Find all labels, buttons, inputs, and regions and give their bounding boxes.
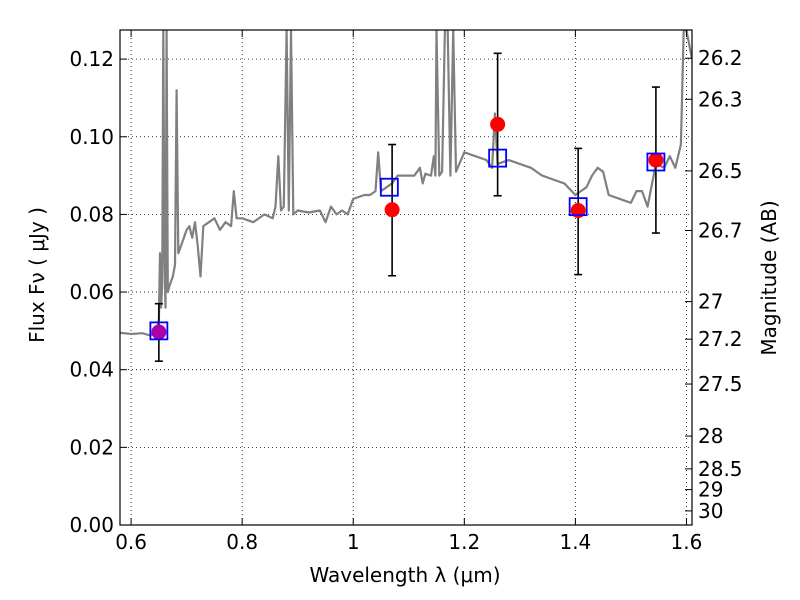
magnitude-tick-label: 26.5 xyxy=(698,159,743,183)
y-tick-label: 0.12 xyxy=(69,47,114,71)
plot-frame xyxy=(119,29,693,526)
y-tick-label: 0.04 xyxy=(69,358,114,382)
model-photometry-square xyxy=(488,148,508,168)
spectrum-layer xyxy=(120,30,692,337)
magnitude-tick-label: 30 xyxy=(698,499,723,523)
photometry-point xyxy=(384,202,400,218)
model-photometry-square xyxy=(568,197,588,217)
photometry-point xyxy=(648,152,664,168)
y-tick-label: 0.00 xyxy=(69,513,114,537)
tick-layer: 0.6 0.8 1 1.2 1.4 1.6 0.00 0.02 0.04 0.06 0.08 0.10… xyxy=(69,30,743,554)
magnitude-tick-label: 28.5 xyxy=(698,457,743,481)
point-layer xyxy=(149,116,666,341)
x-tick-label: 1.6 xyxy=(671,530,703,554)
magnitude-tick-label: 28 xyxy=(698,424,723,448)
photometry-point xyxy=(151,324,167,340)
y-tick-label: 0.10 xyxy=(69,125,114,149)
x-axis-title: Wavelength λ (μm) xyxy=(309,563,500,587)
grid-lines xyxy=(120,30,692,526)
spectrum-line xyxy=(120,30,692,337)
magnitude-tick-label: 27.5 xyxy=(698,372,743,396)
x-tick-label: 0.8 xyxy=(226,530,258,554)
x-tick-label: 0.6 xyxy=(115,530,147,554)
magnitude-tick-label: 27.2 xyxy=(698,327,743,351)
model-photometry-square xyxy=(149,321,169,341)
y-tick-label: 0.06 xyxy=(69,280,114,304)
x-tick-label: 1 xyxy=(347,530,360,554)
y-axis-title: Flux Fν ( μJy ) xyxy=(25,207,49,343)
magnitude-tick-label: 26.2 xyxy=(698,46,743,70)
magnitude-tick-label: 29 xyxy=(698,478,723,502)
model-photometry-square xyxy=(379,177,399,197)
magnitude-tick-label: 26.7 xyxy=(698,218,743,242)
y-tick-label: 0.08 xyxy=(69,202,114,226)
photometry-point xyxy=(490,116,506,132)
model-photometry-square xyxy=(646,152,666,172)
x-tick-label: 1.2 xyxy=(448,530,480,554)
x-tick-label: 1.4 xyxy=(559,530,591,554)
magnitude-tick-label: 27 xyxy=(698,290,723,314)
y-tick-label: 0.02 xyxy=(69,435,114,459)
magnitude-axis-title: Magnitude (AB) xyxy=(757,200,781,355)
magnitude-tick-label: 26.3 xyxy=(698,87,743,111)
